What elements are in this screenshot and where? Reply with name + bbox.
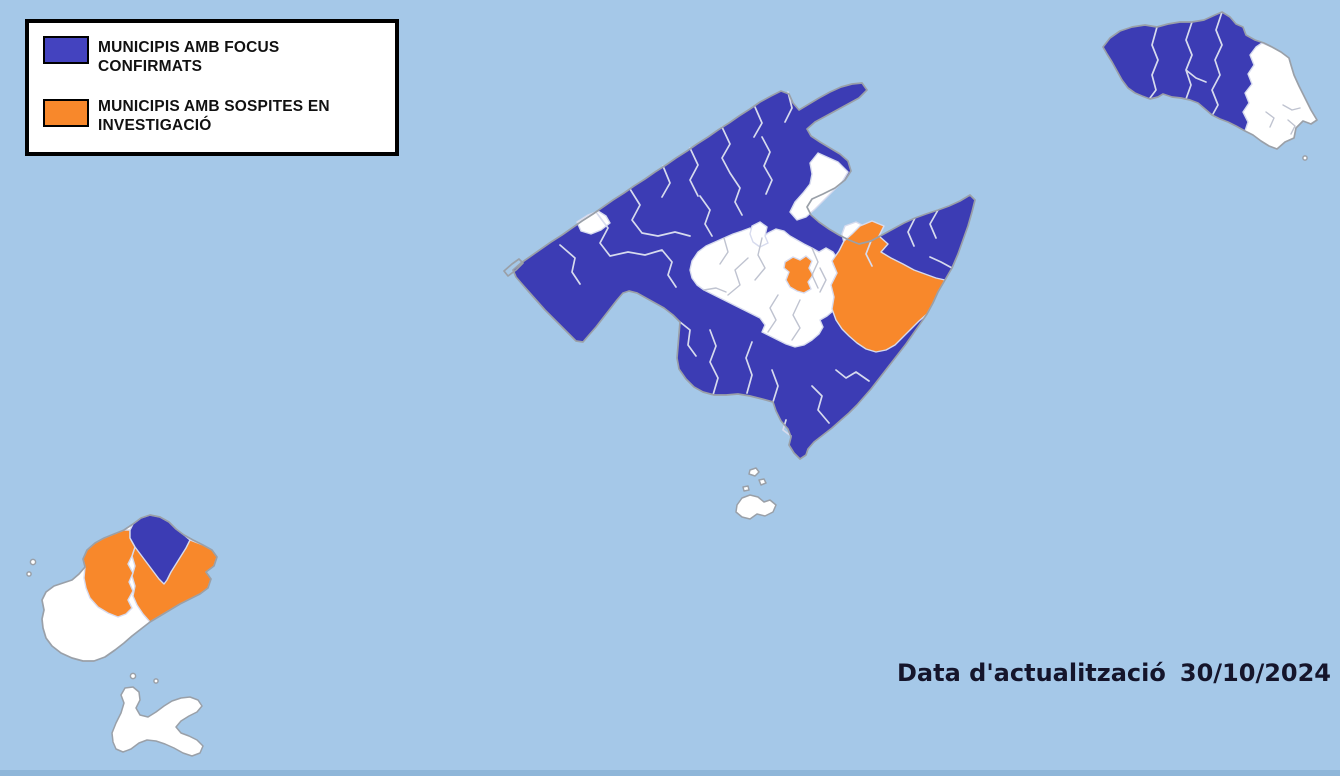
islet bbox=[153, 678, 159, 684]
cabrera-archipelago bbox=[735, 467, 777, 520]
menorca-municipality-borders bbox=[1149, 11, 1223, 115]
mallorca-small-unaffected-areas bbox=[576, 152, 869, 249]
legend: MUNICIPIS AMB FOCUS CONFIRMATS MUNICIPIS… bbox=[25, 19, 399, 156]
confirmed-swatch-rect bbox=[43, 36, 89, 64]
mallorca-island bbox=[503, 82, 976, 460]
legend-label-confirmed: MUNICIPIS AMB FOCUS CONFIRMATS bbox=[98, 39, 280, 75]
suspected-color-swatch bbox=[43, 99, 89, 128]
menorca-island bbox=[1102, 11, 1318, 150]
islet bbox=[29, 558, 37, 566]
legend-label-suspected: MUNICIPIS AMB SOSPITES EN INVESTIGACIÓ bbox=[98, 98, 330, 135]
update-date-caption: Data d'actualització 30/10/2024 bbox=[897, 659, 1331, 687]
minor-islets bbox=[26, 155, 1308, 684]
legend-label-suspected-line2: INVESTIGACIÓ bbox=[98, 116, 212, 134]
update-date-label: Data d'actualització bbox=[897, 659, 1166, 687]
mallorca-suspected-large-municipality bbox=[830, 220, 946, 353]
eivissa-coastline bbox=[41, 514, 218, 662]
cabrera-small-islets bbox=[742, 467, 767, 492]
islet bbox=[129, 672, 137, 680]
suspected-swatch-rect bbox=[43, 99, 89, 128]
legend-label-suspected-line1: MUNICIPIS AMB SOSPITES EN bbox=[98, 98, 330, 116]
mallorca-municipality-borders bbox=[559, 91, 953, 437]
mallorca-inner-white-borders bbox=[703, 237, 827, 341]
confirmed-color-swatch bbox=[43, 36, 89, 64]
formentera-island bbox=[111, 686, 204, 757]
legend-row-confirmed: MUNICIPIS AMB FOCUS CONFIRMATS bbox=[43, 35, 385, 76]
menorca-inner-white-borders bbox=[1265, 104, 1301, 135]
legend-row-suspected: MUNICIPIS AMB SOSPITES EN INVESTIGACIÓ bbox=[43, 98, 385, 135]
mallorca-suspected-small-municipality bbox=[783, 255, 814, 294]
eivissa-island bbox=[41, 514, 218, 662]
islet bbox=[1302, 155, 1308, 161]
bottom-bar bbox=[0, 770, 1340, 776]
islet bbox=[26, 571, 32, 577]
mallorca-coastline bbox=[512, 82, 976, 460]
menorca-coastline bbox=[1102, 11, 1318, 150]
update-date-value: 30/10/2024 bbox=[1179, 659, 1331, 687]
cabrera-main-islet bbox=[735, 494, 777, 520]
dragonera-islet bbox=[503, 258, 524, 277]
